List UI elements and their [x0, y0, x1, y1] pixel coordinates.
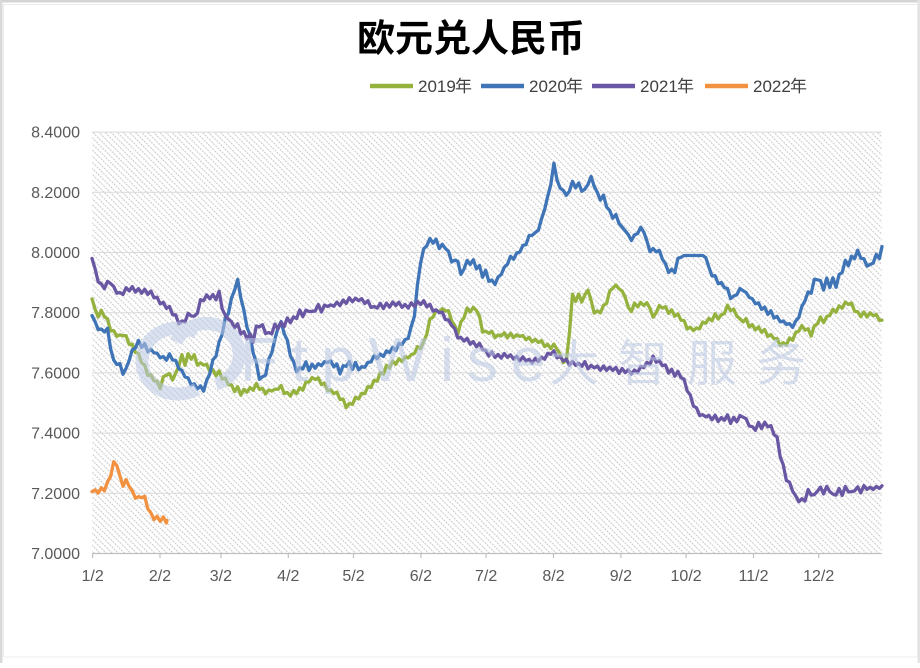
svg-text:3/2: 3/2 — [210, 568, 232, 585]
svg-text:11/2: 11/2 — [739, 568, 769, 585]
svg-text:7.6000: 7.6000 — [31, 365, 80, 382]
svg-text:7.8000: 7.8000 — [31, 305, 80, 322]
svg-text:7.0000: 7.0000 — [31, 546, 80, 563]
svg-text:8.4000: 8.4000 — [31, 125, 80, 142]
svg-text:7.2000: 7.2000 — [31, 486, 80, 503]
svg-text:7/2: 7/2 — [475, 568, 497, 585]
svg-text:6/2: 6/2 — [410, 568, 432, 585]
svg-text:12/2: 12/2 — [803, 568, 834, 585]
svg-text:FtpWise: FtpWise — [240, 326, 558, 395]
svg-text:8.0000: 8.0000 — [31, 245, 80, 262]
svg-text:8/2: 8/2 — [542, 568, 564, 585]
svg-text:10/2: 10/2 — [671, 568, 702, 585]
svg-text:2022: 2022 — [753, 77, 791, 96]
svg-text:2020: 2020 — [529, 77, 567, 96]
svg-text:9/2: 9/2 — [610, 568, 632, 585]
svg-text:1/2: 1/2 — [81, 568, 103, 585]
svg-text:7.4000: 7.4000 — [31, 426, 80, 443]
svg-text:4/2: 4/2 — [277, 568, 299, 585]
svg-text:5/2: 5/2 — [342, 568, 364, 585]
svg-text:2/2: 2/2 — [149, 568, 171, 585]
svg-text:2021: 2021 — [640, 77, 678, 96]
svg-text:2019: 2019 — [418, 77, 456, 96]
svg-text:8.2000: 8.2000 — [31, 185, 80, 202]
